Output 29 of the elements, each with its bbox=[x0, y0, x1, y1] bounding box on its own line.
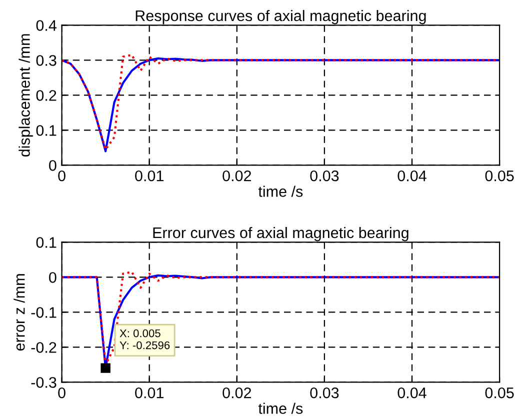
x-tick-label: 0.02 bbox=[222, 170, 251, 182]
x-tick-label: 0.04 bbox=[398, 387, 426, 398]
x-tick-label: 0.05 bbox=[485, 387, 514, 398]
y-tick-label: -0.2 bbox=[31, 342, 56, 353]
x-axis-title: time /s bbox=[258, 402, 303, 414]
y-tick-label: 0.2 bbox=[36, 90, 56, 101]
x-tick-label: 0.01 bbox=[135, 170, 164, 182]
chart-title: Error curves of axial magnetic bearing bbox=[153, 226, 408, 242]
x-tick-label: 0 bbox=[58, 387, 66, 398]
x-tick-label: 0.03 bbox=[310, 170, 339, 182]
x-tick-label: 0.01 bbox=[135, 387, 164, 398]
x-tick-label: 0.03 bbox=[310, 387, 339, 398]
x-tick-label: 0.05 bbox=[485, 170, 514, 182]
y-tick-label: 0 bbox=[49, 272, 56, 283]
y-tick-label: 0.1 bbox=[36, 125, 56, 136]
x-axis-title: time /s bbox=[258, 186, 303, 197]
annotation: X: 0.005 Y: -0.2596 bbox=[120, 329, 170, 350]
y-axis-title: displacement /mm bbox=[18, 34, 33, 157]
chart-title: Response curves of axial magnetic bearing bbox=[136, 10, 426, 24]
y-tick-label: 0.3 bbox=[36, 55, 56, 66]
x-tick-label: 0 bbox=[58, 170, 66, 182]
y-tick-label: 0.1 bbox=[36, 237, 56, 248]
y-axis-title: error z /mm bbox=[14, 274, 25, 351]
x-tick-label: 0.04 bbox=[398, 170, 426, 182]
y-tick-label: -0.1 bbox=[31, 307, 56, 318]
y-tick-label: 0.4 bbox=[36, 20, 56, 31]
y-tick-label: 0 bbox=[49, 160, 56, 171]
x-tick-label: 0.02 bbox=[222, 387, 251, 398]
y-tick-label: -0.3 bbox=[31, 377, 56, 388]
